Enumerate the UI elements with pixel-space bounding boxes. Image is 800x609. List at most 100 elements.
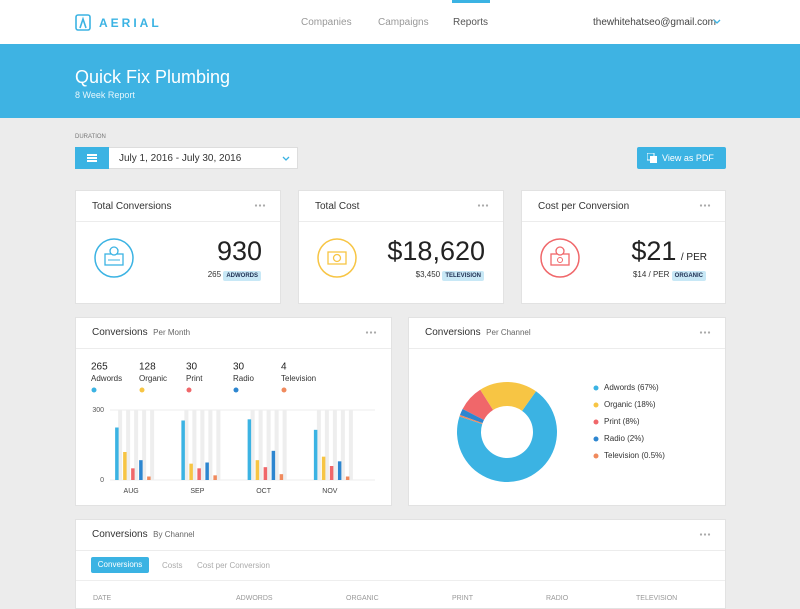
- bar: [263, 467, 268, 480]
- nav-link[interactable]: Companies: [301, 17, 352, 28]
- bar: [131, 468, 135, 480]
- bar: [205, 462, 209, 480]
- card-header: Total Cost: [299, 191, 503, 222]
- bar-track: [118, 410, 123, 480]
- menu-dots[interactable]: [699, 533, 711, 536]
- active-indicator: [452, 0, 490, 3]
- bar-track: [348, 410, 353, 480]
- card-header: Total Conversions: [76, 191, 280, 222]
- menu-dots[interactable]: [254, 204, 266, 207]
- pdf-button[interactable]: View as PDF: [637, 147, 726, 169]
- card-tag: ADWORDS: [223, 271, 261, 281]
- report-title: Quick Fix Plumbing: [75, 67, 231, 87]
- bar-track: [192, 410, 197, 480]
- menu-dots[interactable]: [365, 331, 377, 334]
- card-value: $21: [631, 236, 677, 266]
- chart-subtitle: Per Channel: [486, 328, 531, 337]
- bar: [115, 427, 119, 480]
- calendar-button[interactable]: [75, 147, 109, 169]
- bar-track: [126, 410, 131, 480]
- card-icon: [540, 238, 580, 278]
- card-value: 930: [216, 236, 262, 266]
- bar: [139, 460, 143, 480]
- tab[interactable]: Costs: [162, 561, 183, 570]
- panel-header: Conversions Per Month: [76, 318, 391, 349]
- chevron: [282, 156, 290, 161]
- bar-track: [142, 410, 147, 480]
- card-title: Total Cost: [315, 201, 360, 212]
- card-value: $18,620: [387, 236, 485, 266]
- legend-label: Television (0.5%): [604, 451, 665, 460]
- tab-active[interactable]: Conversions: [91, 557, 149, 573]
- card-tag: TELEVISION: [442, 271, 484, 281]
- bar-track: [150, 410, 155, 480]
- bar: [321, 456, 326, 480]
- card: Total Cost $18,620 $3,450 TELEVISION: [298, 190, 504, 304]
- nav-link-active[interactable]: Reports: [453, 17, 489, 28]
- legend-name: Television: [281, 374, 316, 383]
- donut-segment: [457, 391, 557, 482]
- donut-segment: [462, 389, 494, 421]
- card-tag: ORGANIC: [671, 271, 706, 281]
- menu-dots[interactable]: [699, 331, 711, 334]
- legend-total: 30: [186, 362, 198, 373]
- table-title: Conversions: [92, 529, 148, 540]
- bar: [329, 466, 334, 480]
- date-picker[interactable]: July 1, 2016 - July 30, 2016: [75, 147, 298, 169]
- card-title: Total Conversions: [92, 201, 172, 212]
- bar-track: [134, 410, 139, 480]
- legend-dot: [593, 453, 599, 459]
- legend-total: 30: [233, 362, 245, 373]
- bar-track: [316, 410, 321, 480]
- x-tick-label: AUG: [124, 488, 139, 495]
- bar-track: [332, 410, 337, 480]
- bar-panel: Conversions Per Month 265 Adwords 128 Organ…: [75, 317, 392, 506]
- panel-header: Conversions By Channel: [76, 520, 725, 551]
- card-sub: $14 / PER ORGANIC: [633, 270, 706, 281]
- bar: [255, 460, 260, 480]
- calendar-icon: [87, 154, 97, 162]
- bar-track: [266, 410, 271, 480]
- legend-dot: [139, 387, 145, 393]
- table-subtitle: By Channel: [153, 530, 195, 539]
- bar: [271, 450, 276, 480]
- bar-track: [340, 410, 345, 480]
- panel-title: Conversions By Channel: [92, 529, 195, 540]
- card-title: Cost per Conversion: [538, 201, 630, 212]
- donut-segment: [480, 382, 536, 411]
- legend-total: 128: [139, 362, 156, 373]
- y-tick-label: 300: [92, 407, 104, 414]
- card-icon: [317, 238, 357, 278]
- panel-title: Conversions Per Month: [92, 327, 190, 338]
- card-icon: [94, 238, 134, 278]
- card-header: Cost per Conversion: [522, 191, 725, 222]
- card-sub: $3,450 TELEVISION: [415, 270, 484, 281]
- card-sub-value: $3,450: [415, 270, 441, 279]
- pie-chart: Adwords (67%) Organic (18%) Print (8%) Radi…: [457, 382, 665, 482]
- panel-header: Conversions Per Channel: [409, 318, 725, 349]
- menu-dots[interactable]: [699, 204, 711, 207]
- table-header: DATE ADWORDS ORGANIC PRINT RADIO TELEVISION: [76, 595, 725, 605]
- legend-label: Adwords (67%): [604, 383, 659, 392]
- chevron: [713, 19, 721, 24]
- bar: [197, 468, 201, 480]
- legend-total: 4: [281, 362, 287, 373]
- nav-link[interactable]: Campaigns: [378, 17, 429, 28]
- column-header: DATE: [93, 595, 112, 602]
- tab[interactable]: Cost per Conversion: [197, 561, 270, 570]
- legend-name: Print: [186, 374, 203, 383]
- menu-dots[interactable]: [477, 204, 489, 207]
- legend-dot: [593, 385, 599, 391]
- card-sub: 265 ADWORDS: [208, 270, 261, 281]
- bar: [345, 476, 350, 480]
- bar: [247, 419, 252, 480]
- legend-dot: [91, 387, 97, 393]
- bar-track: [200, 410, 205, 480]
- legend-label: Organic (18%): [604, 400, 656, 409]
- legend-dot: [186, 387, 192, 393]
- duration-label: DURATION: [75, 134, 106, 140]
- y-tick-label: 0: [100, 477, 104, 484]
- user-menu[interactable]: thewhitehatseo@gmail.com: [593, 17, 716, 28]
